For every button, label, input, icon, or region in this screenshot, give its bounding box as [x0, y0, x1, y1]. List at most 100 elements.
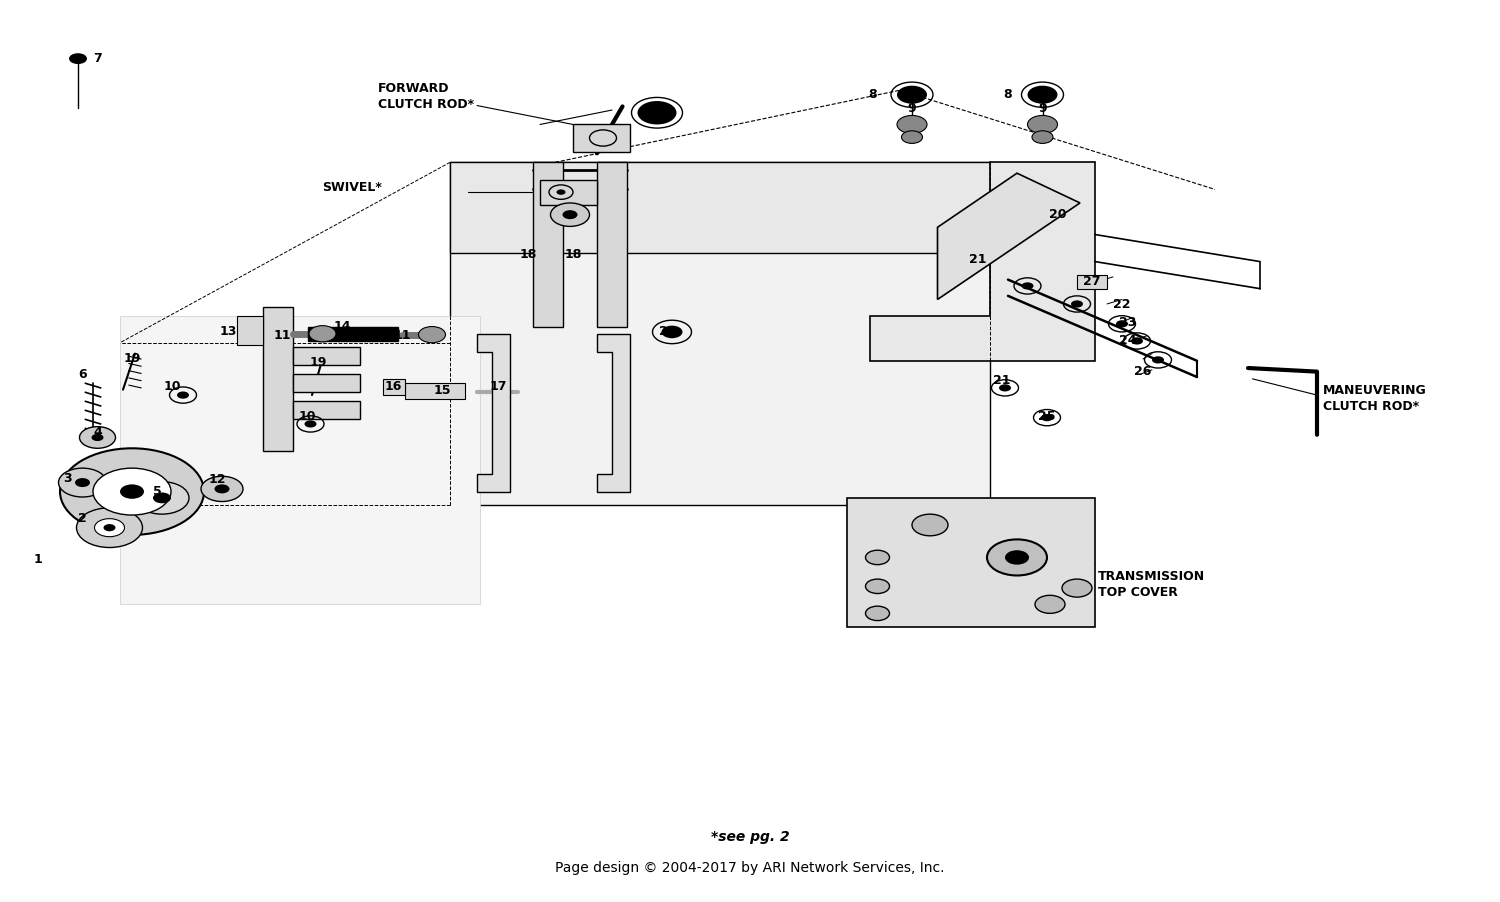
Polygon shape: [450, 162, 990, 505]
Text: 4: 4: [93, 427, 102, 439]
Polygon shape: [292, 401, 360, 419]
Circle shape: [80, 427, 116, 448]
Circle shape: [1022, 282, 1034, 290]
Polygon shape: [597, 334, 630, 492]
Text: 10: 10: [298, 410, 316, 423]
Text: 12: 12: [209, 474, 226, 486]
Text: FORWARD
CLUTCH ROD*: FORWARD CLUTCH ROD*: [378, 82, 474, 111]
Circle shape: [865, 606, 889, 621]
Text: 15: 15: [433, 384, 451, 397]
Circle shape: [309, 326, 336, 342]
Polygon shape: [870, 162, 1095, 361]
Polygon shape: [262, 307, 292, 451]
Text: 2: 2: [78, 512, 87, 525]
Text: Page design © 2004-2017 by ARI Network Services, Inc.: Page design © 2004-2017 by ARI Network S…: [555, 861, 945, 875]
Text: *see pg. 2: *see pg. 2: [711, 830, 789, 844]
Text: 13: 13: [219, 326, 237, 338]
Circle shape: [69, 53, 87, 64]
Circle shape: [93, 468, 171, 515]
Circle shape: [638, 101, 676, 124]
Text: MANEUVERING
CLUTCH ROD*: MANEUVERING CLUTCH ROD*: [1323, 384, 1426, 413]
Text: 27: 27: [1083, 275, 1101, 288]
Polygon shape: [597, 162, 627, 327]
Polygon shape: [292, 347, 360, 365]
Text: 18: 18: [519, 248, 537, 261]
Text: 28: 28: [658, 326, 676, 338]
Circle shape: [135, 482, 189, 514]
Text: 16: 16: [384, 380, 402, 392]
Circle shape: [999, 384, 1011, 391]
Circle shape: [1005, 550, 1029, 565]
Circle shape: [662, 326, 682, 338]
Circle shape: [75, 478, 90, 487]
Circle shape: [865, 550, 889, 565]
Text: 5: 5: [153, 485, 162, 498]
Circle shape: [214, 484, 230, 493]
Circle shape: [104, 524, 116, 531]
Text: 25: 25: [1038, 410, 1056, 423]
Text: 26: 26: [1134, 365, 1152, 378]
Circle shape: [1131, 337, 1143, 345]
Circle shape: [987, 539, 1047, 575]
Text: 7: 7: [648, 106, 657, 119]
Text: 9: 9: [1038, 102, 1047, 115]
Text: 24: 24: [1119, 335, 1137, 347]
Polygon shape: [477, 334, 510, 492]
Text: 11: 11: [393, 329, 411, 342]
Circle shape: [60, 448, 204, 535]
Circle shape: [1041, 414, 1053, 421]
Circle shape: [94, 519, 124, 537]
Polygon shape: [308, 327, 398, 341]
Text: 9: 9: [908, 102, 916, 115]
Circle shape: [1116, 320, 1128, 327]
Text: 22: 22: [1113, 299, 1131, 311]
Text: TRANSMISSION
TOP COVER: TRANSMISSION TOP COVER: [1098, 570, 1204, 599]
Text: SWIVEL*: SWIVEL*: [322, 181, 382, 194]
Text: 17: 17: [489, 380, 507, 392]
Circle shape: [1028, 86, 1057, 104]
Polygon shape: [540, 180, 597, 205]
Circle shape: [897, 86, 927, 104]
Text: 7: 7: [93, 52, 102, 65]
Circle shape: [58, 468, 106, 497]
Polygon shape: [1077, 275, 1107, 289]
Circle shape: [153, 492, 171, 503]
Circle shape: [556, 189, 566, 195]
Circle shape: [304, 420, 316, 428]
Circle shape: [1062, 579, 1092, 597]
Circle shape: [1071, 300, 1083, 308]
Polygon shape: [532, 162, 562, 327]
Text: 1: 1: [33, 553, 42, 566]
Text: ARI: ARI: [634, 379, 866, 487]
Text: 20: 20: [1048, 208, 1066, 221]
Polygon shape: [382, 379, 405, 395]
Circle shape: [1152, 356, 1164, 364]
Polygon shape: [292, 374, 360, 392]
Circle shape: [1035, 595, 1065, 613]
Circle shape: [562, 210, 578, 219]
Polygon shape: [450, 162, 990, 253]
Polygon shape: [237, 316, 262, 345]
Circle shape: [177, 391, 189, 399]
Text: 19: 19: [309, 356, 327, 369]
Polygon shape: [938, 173, 1080, 299]
Circle shape: [201, 476, 243, 502]
Circle shape: [865, 579, 889, 594]
Text: 21: 21: [969, 253, 987, 266]
Circle shape: [120, 484, 144, 499]
Circle shape: [1028, 115, 1057, 133]
Circle shape: [550, 203, 590, 226]
Text: 3: 3: [63, 472, 72, 484]
Text: 21: 21: [993, 374, 1011, 387]
Circle shape: [419, 327, 446, 343]
Circle shape: [92, 434, 104, 441]
Text: 17: 17: [339, 329, 357, 342]
Text: 8: 8: [1004, 88, 1013, 101]
Polygon shape: [847, 498, 1095, 627]
Text: 18: 18: [564, 248, 582, 261]
Text: 14: 14: [333, 320, 351, 333]
Text: 10: 10: [164, 380, 182, 392]
Polygon shape: [573, 124, 630, 152]
Text: 8: 8: [868, 88, 877, 101]
Circle shape: [912, 514, 948, 536]
